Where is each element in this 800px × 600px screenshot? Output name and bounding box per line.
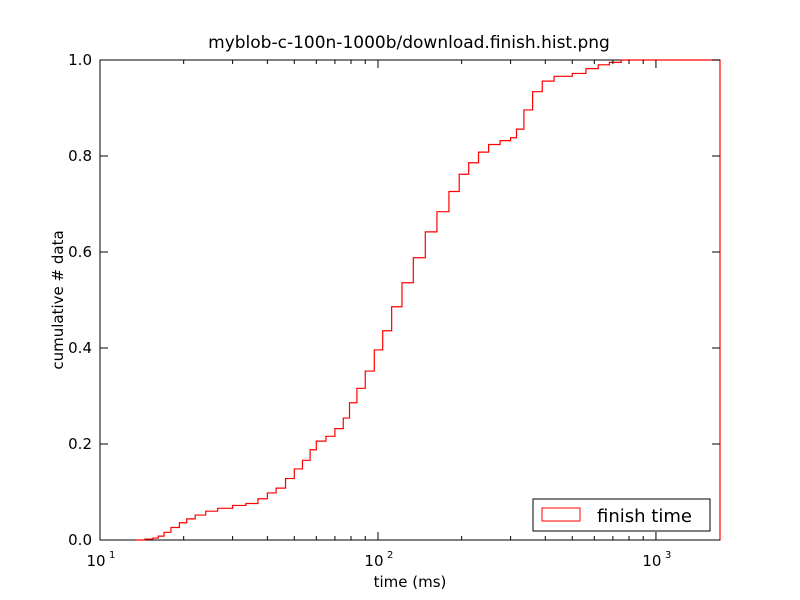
series-line-finish-time bbox=[135, 59, 720, 541]
x-axis: 10 1 10 2 10 3 bbox=[86, 60, 671, 570]
y-tick-label: 0.0 bbox=[68, 531, 92, 549]
y-axis-label: cumulative # data bbox=[49, 230, 67, 369]
plot-frame bbox=[99, 59, 721, 541]
plot-area bbox=[99, 59, 721, 541]
x-tick-label: 10 bbox=[642, 552, 661, 570]
legend-label-finish-time: finish time bbox=[597, 506, 692, 527]
x-tick-label: 10 bbox=[86, 552, 105, 570]
y-tick-label: 0.6 bbox=[68, 243, 92, 261]
y-tick-label: 0.8 bbox=[68, 147, 92, 165]
y-axis: 0.0 0.2 0.4 0.6 0.8 1.0 bbox=[68, 51, 720, 549]
y-tick-label: 1.0 bbox=[68, 51, 92, 69]
chart-title: myblob-c-100n-1000b/download.finish.hist… bbox=[208, 33, 610, 53]
legend-swatch-finish-time bbox=[541, 507, 581, 522]
legend: finish time bbox=[532, 498, 711, 532]
x-tick-label-exponent: 2 bbox=[387, 550, 393, 561]
y-tick-label: 0.4 bbox=[68, 339, 92, 357]
x-axis-label: time (ms) bbox=[374, 573, 447, 591]
x-tick-label-exponent: 1 bbox=[109, 550, 115, 561]
y-tick-label: 0.2 bbox=[68, 435, 92, 453]
x-tick-label-exponent: 3 bbox=[665, 550, 671, 561]
x-tick-label: 10 bbox=[364, 552, 383, 570]
